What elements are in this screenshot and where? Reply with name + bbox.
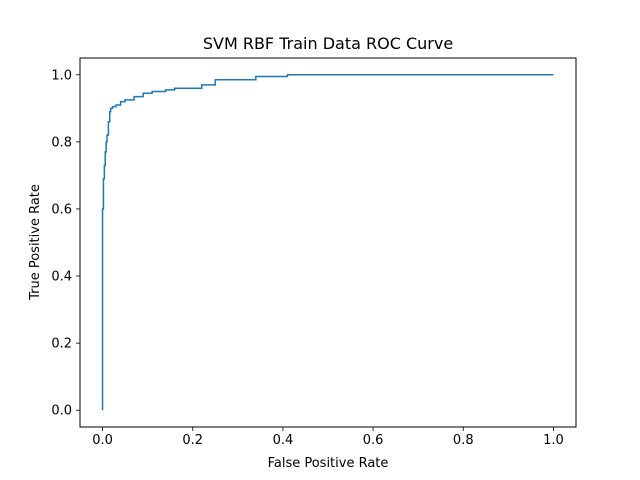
- roc-curve-line-0: [101, 74, 554, 411]
- y-tick-label: 0.6: [51, 202, 72, 217]
- x-tick-label: 0.2: [182, 433, 203, 448]
- plot-area: 0.0 0.2 0.4 0.6 0.8 1.0 0.0 0.2 0.4 0.6 0.8 1.0: [51, 57, 577, 448]
- x-tick-label: 0.0: [92, 433, 113, 448]
- axes-frame: [79, 57, 577, 428]
- x-tick-label: 1.0: [543, 433, 564, 448]
- y-tick-label: 0.2: [51, 337, 72, 352]
- y-tick-label: 0.0: [51, 404, 72, 419]
- x-tick-label: 0.4: [273, 433, 294, 448]
- y-tick-label: 0.4: [51, 270, 72, 285]
- chart-title: SVM RBF Train Data ROC Curve: [203, 34, 453, 53]
- x-axis-label: False Positive Rate: [268, 456, 389, 471]
- x-tick-label: 0.8: [453, 433, 474, 448]
- y-tick-label: 0.8: [51, 135, 72, 150]
- x-tick-label: 0.6: [363, 433, 384, 448]
- y-axis-label: True Positive Rate: [28, 184, 43, 301]
- y-tick-label: 1.0: [51, 68, 72, 83]
